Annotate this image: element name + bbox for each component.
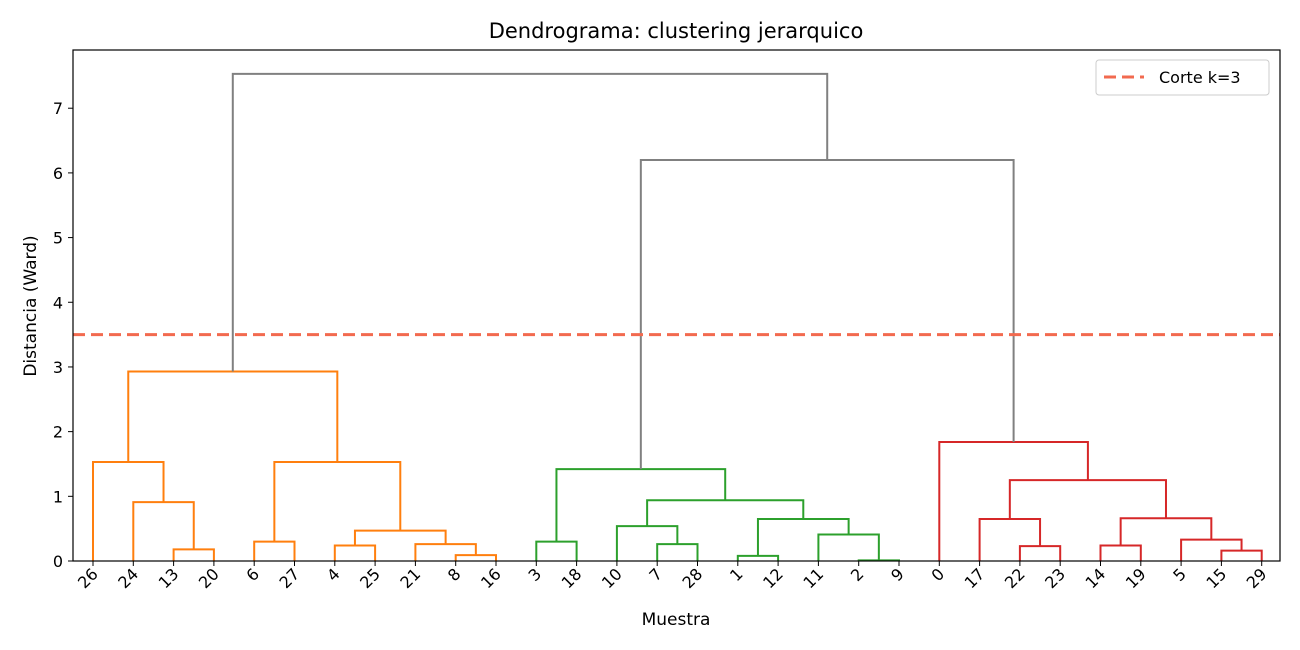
dendrogram-link [615, 525, 679, 561]
x-tick-label: 7 [645, 564, 666, 585]
x-tick-label: 27 [275, 564, 303, 592]
dendrogram-link [231, 72, 829, 372]
plot-frame [72, 49, 1281, 562]
dendrogram-link [978, 517, 1042, 561]
dendrogram-link [132, 501, 195, 561]
x-tick-label: 11 [799, 564, 827, 592]
x-tick-label: 13 [155, 564, 183, 592]
y-tick-label: 3 [53, 358, 63, 377]
x-tick-label: 17 [961, 564, 989, 592]
x-tick-label: 29 [1243, 564, 1271, 592]
y-tick-label: 1 [53, 487, 63, 506]
x-tick-label: 24 [114, 564, 142, 592]
legend-box [1095, 59, 1270, 96]
x-tick-label: 16 [477, 564, 505, 592]
y-tick-label: 6 [53, 164, 63, 183]
x-tick-label: 14 [1081, 564, 1109, 592]
y-tick-label: 2 [53, 423, 63, 442]
x-tick-label: 3 [524, 564, 545, 585]
x-tick-label: 8 [444, 564, 465, 585]
dendrogram-link [1119, 517, 1213, 546]
x-tick-label: 28 [678, 564, 706, 592]
dendrogram-links [92, 72, 1263, 562]
y-axis-ticks: 0 1 2 3 4 5 6 7 [53, 99, 73, 571]
x-tick-label: 2 [847, 564, 868, 585]
dendrogram-link [1220, 549, 1263, 561]
x-axis-label: Muestra [642, 610, 711, 630]
dendrogram-link [1018, 545, 1062, 561]
x-tick-label: 19 [1122, 564, 1150, 592]
plot-area [73, 50, 1280, 561]
x-tick-label: 26 [74, 564, 102, 592]
x-tick-label: 20 [195, 564, 223, 592]
y-tick-label: 0 [53, 552, 63, 571]
dendrogram-link [353, 529, 447, 546]
dendrogram-link [1099, 544, 1142, 561]
y-tick-label: 5 [53, 229, 63, 248]
dendrogram-link [817, 533, 880, 561]
x-tick-label: 9 [887, 564, 908, 585]
y-axis-label: Distancia (Ward) [21, 235, 41, 376]
x-tick-label: 23 [1041, 564, 1069, 592]
dendrogram-link [333, 544, 377, 561]
y-tick-label: 7 [53, 99, 63, 118]
dendrogram-link [1008, 479, 1167, 519]
legend-cut-label: Corte k=3 [1159, 68, 1241, 87]
x-tick-label: 12 [759, 564, 787, 592]
legend: Corte k=3 [1095, 59, 1270, 96]
dendrogram-link [535, 540, 578, 561]
x-tick-label: 6 [242, 564, 263, 585]
x-tick-label: 21 [396, 564, 424, 592]
dendrogram-link [172, 548, 215, 561]
x-tick-label: 4 [323, 564, 344, 585]
x-tick-label: 1 [726, 564, 747, 585]
x-axis-ticks: 26 24 13 20 6 27 4 25 21 8 16 3 18 10 7 28 1 12 11 2 9 0 17 22 2… [74, 561, 1271, 592]
dendrogram-link [253, 540, 296, 561]
x-tick-label: 22 [1001, 564, 1029, 592]
x-tick-label: 10 [598, 564, 626, 592]
x-tick-label: 0 [927, 564, 948, 585]
x-tick-label: 25 [356, 564, 384, 592]
y-tick-label: 4 [53, 293, 63, 312]
x-tick-label: 15 [1202, 564, 1230, 592]
chart-title: Dendrograma: clustering jerarquico [489, 19, 864, 43]
x-tick-label: 5 [1169, 564, 1190, 585]
dendrogram-link [756, 517, 850, 556]
x-tick-label: 18 [558, 564, 586, 592]
